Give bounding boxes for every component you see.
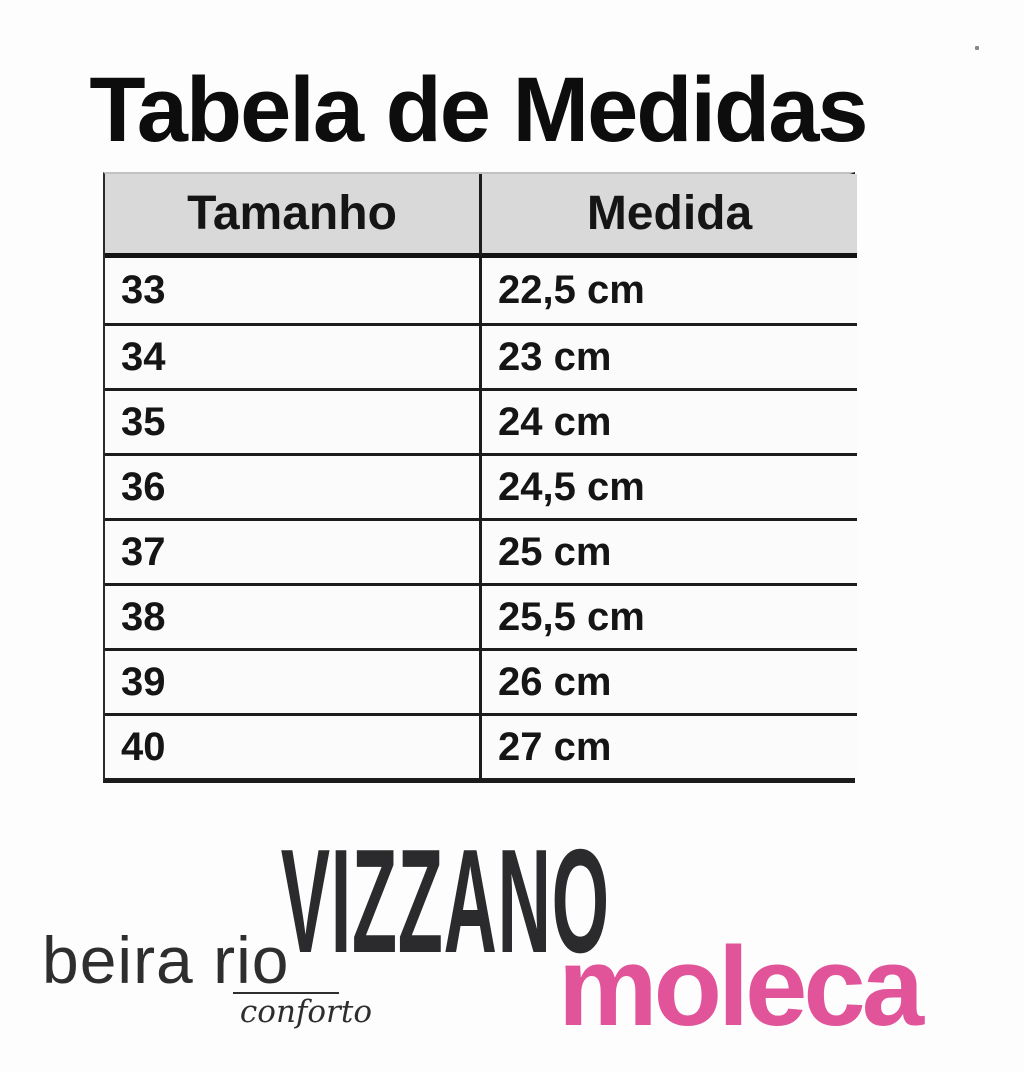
size-table: Tamanho Medida 33 22,5 cm 34 23 cm 35 24… bbox=[103, 172, 857, 783]
size-cell: 39 bbox=[105, 648, 482, 713]
size-cell: 33 bbox=[105, 258, 482, 323]
size-cell: 40 bbox=[105, 713, 482, 778]
size-cell: 34 bbox=[105, 323, 482, 388]
measure-cell: 27 cm bbox=[482, 713, 857, 778]
size-cell: 36 bbox=[105, 453, 482, 518]
moleca-logo: moleca bbox=[558, 924, 924, 1049]
page-title: Tabela de Medidas bbox=[89, 59, 868, 161]
beira-rio-logo: beira rio conforto bbox=[42, 922, 372, 1030]
vizzano-logo-row: VIZZANO bbox=[0, 816, 1024, 984]
vizzano-logo: VIZZANO bbox=[280, 818, 610, 984]
title-row: Tabela de Medidas bbox=[0, 58, 1024, 163]
size-cell: 38 bbox=[105, 583, 482, 648]
measure-cell: 23 cm bbox=[482, 323, 857, 388]
size-cell: 37 bbox=[105, 518, 482, 583]
measure-cell: 22,5 cm bbox=[482, 258, 857, 323]
size-cell: 35 bbox=[105, 388, 482, 453]
beira-rio-underline bbox=[233, 992, 339, 994]
measure-cell: 24 cm bbox=[482, 388, 857, 453]
artifact-dot bbox=[975, 46, 979, 50]
column-header-tamanho: Tamanho bbox=[105, 174, 482, 258]
beira-rio-conforto-script: conforto bbox=[239, 994, 372, 1030]
measure-cell: 25 cm bbox=[482, 518, 857, 583]
measure-cell: 26 cm bbox=[482, 648, 857, 713]
measure-cell: 24,5 cm bbox=[482, 453, 857, 518]
measure-cell: 25,5 cm bbox=[482, 583, 857, 648]
column-header-medida: Medida bbox=[482, 174, 857, 258]
beira-rio-wordmark: beira rio bbox=[42, 923, 290, 997]
